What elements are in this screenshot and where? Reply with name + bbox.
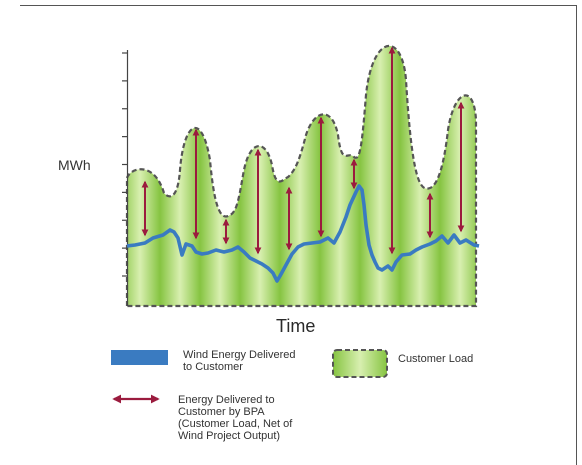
wind-legend-swatch <box>111 350 168 365</box>
wind-legend-line-1: Wind Energy Delivered <box>183 349 296 361</box>
bpa-legend-line-4: Wind Project Output) <box>178 430 281 442</box>
customer-load-legend-swatch <box>332 349 388 378</box>
y-axis-label: MWh <box>58 157 91 173</box>
bpa-legend-label: Energy Delivered to Customer by BPA (Cus… <box>178 394 318 442</box>
bpa-legend-line-3: (Customer Load, Net of <box>178 418 293 430</box>
bpa-legend-line-1: Energy Delivered to <box>178 394 275 406</box>
bpa-legend-line-2: Customer by BPA <box>178 406 265 418</box>
x-axis-label: Time <box>276 316 316 336</box>
wind-legend-line-2: to Customer <box>183 361 243 373</box>
y-axis-ticks <box>122 52 128 277</box>
bpa-arrows <box>141 46 465 255</box>
customer-load-area <box>125 45 478 308</box>
wind-energy-line <box>126 184 480 283</box>
customer-load-legend-label: Customer Load <box>398 353 474 365</box>
wind-legend-label: Wind Energy Delivered to Customer <box>183 349 323 373</box>
